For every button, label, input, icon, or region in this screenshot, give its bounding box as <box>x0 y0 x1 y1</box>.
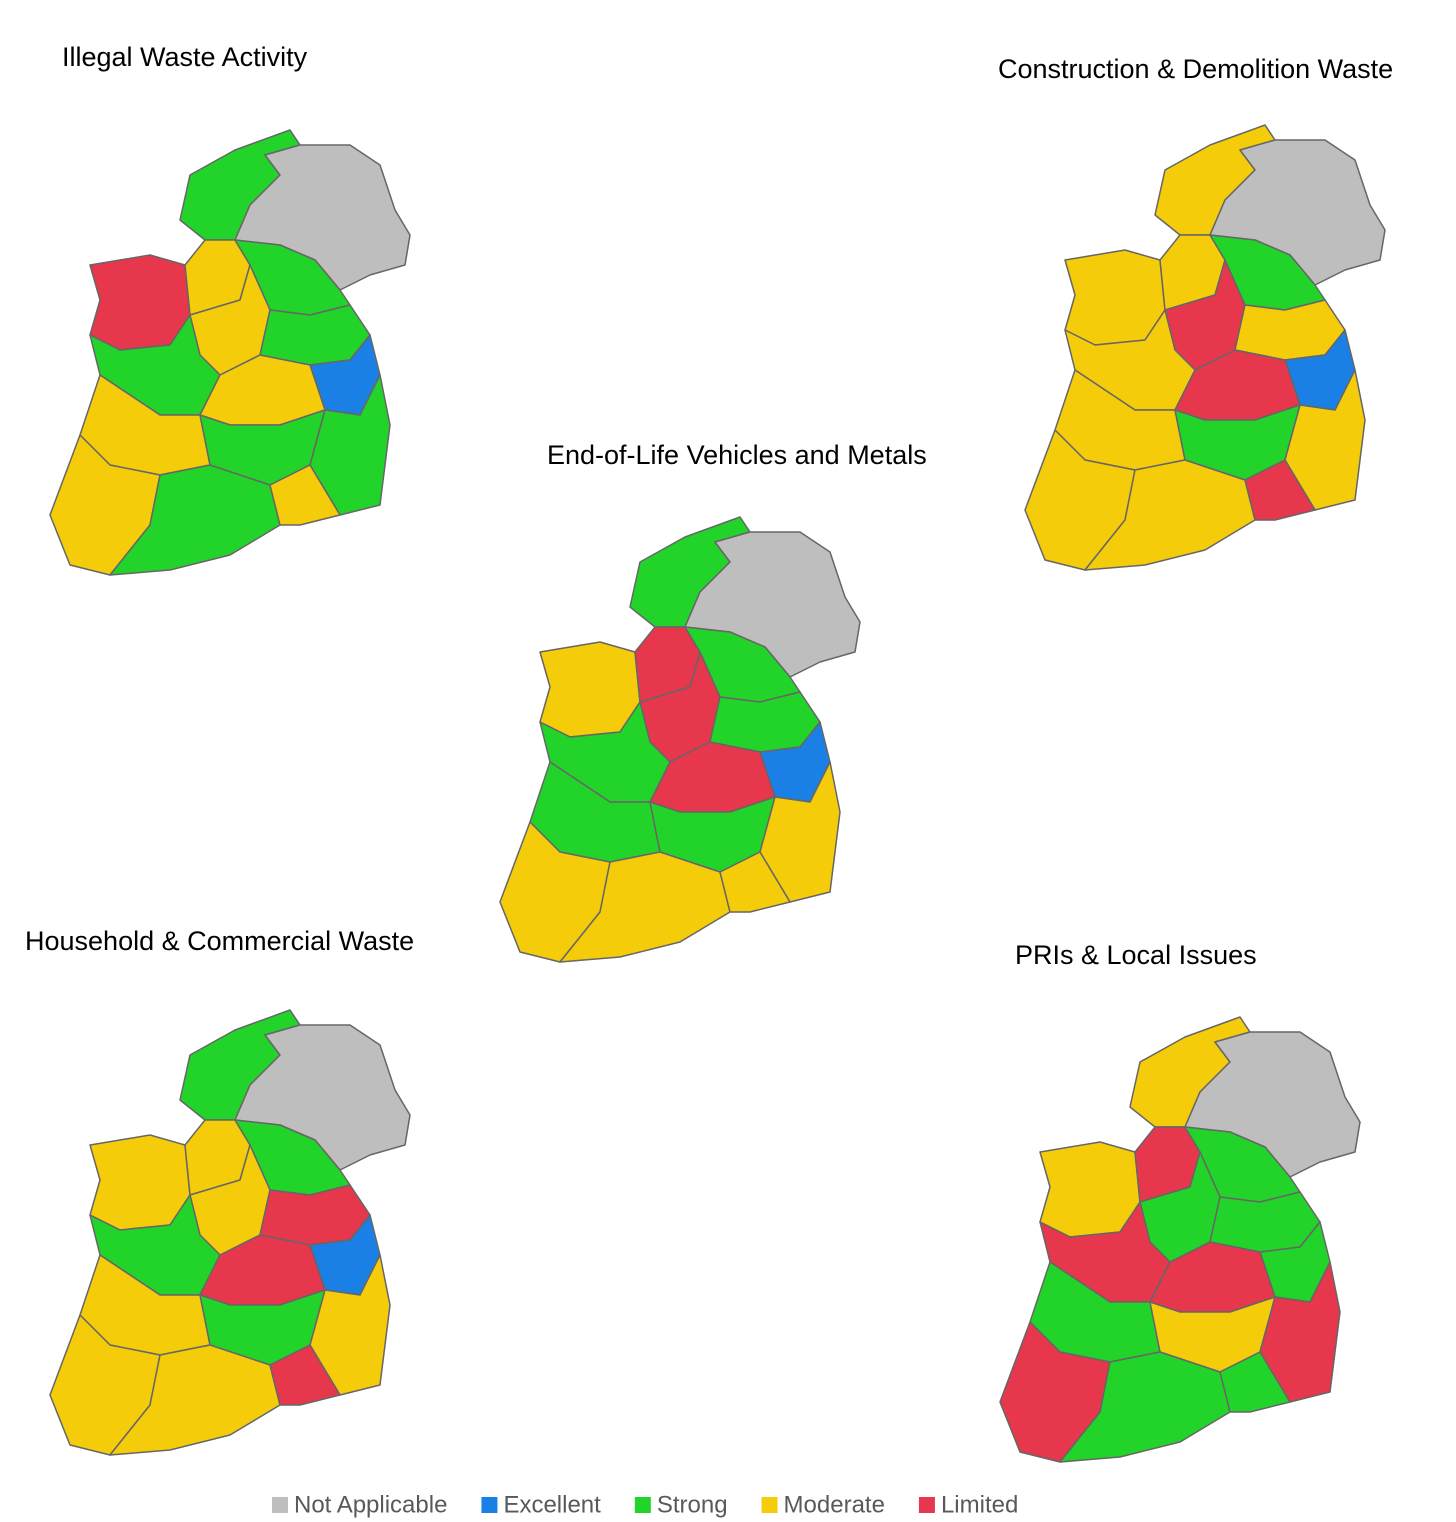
region <box>234 1024 411 1171</box>
region <box>719 851 791 913</box>
map-title: End-of-Life Vehicles and Metals <box>547 440 927 470</box>
map <box>49 1009 411 1456</box>
region <box>309 374 391 516</box>
map-title: PRIs & Local Issues <box>1015 940 1257 970</box>
map <box>49 129 411 576</box>
legend-label: Excellent <box>503 1491 601 1518</box>
region <box>89 1134 191 1231</box>
region <box>109 464 281 576</box>
region <box>1244 459 1316 521</box>
region <box>1284 369 1366 511</box>
region <box>89 254 191 351</box>
region <box>1259 1261 1341 1403</box>
region <box>1184 1031 1361 1178</box>
map <box>499 516 861 963</box>
map <box>1024 124 1386 571</box>
map-title: Household & Commercial Waste <box>25 926 414 956</box>
region <box>309 1254 391 1396</box>
region <box>1209 139 1386 286</box>
legend-swatch <box>634 1497 651 1513</box>
legend-swatch <box>761 1497 778 1513</box>
region <box>1059 1351 1231 1463</box>
legend: Not Applicable Excellent Strong Moderate Lim… <box>272 1491 1018 1518</box>
region <box>1064 249 1166 346</box>
legend-label: Limited <box>941 1491 1018 1518</box>
region <box>1084 459 1256 571</box>
region <box>234 144 411 291</box>
maps <box>49 124 1386 1463</box>
legend-swatch <box>918 1497 935 1513</box>
map-title: Illegal Waste Activity <box>62 42 308 72</box>
region <box>269 464 341 526</box>
region <box>759 761 841 903</box>
region <box>539 641 641 738</box>
map <box>999 1016 1361 1463</box>
legend-label: Moderate <box>784 1491 885 1518</box>
region <box>1039 1141 1141 1238</box>
legend-label: Not Applicable <box>294 1491 447 1518</box>
legend-label: Strong <box>657 1491 728 1518</box>
region <box>1219 1351 1291 1413</box>
legend-swatch <box>272 1497 288 1513</box>
map-title: Construction & Demolition Waste <box>998 54 1393 84</box>
region <box>109 1344 281 1456</box>
legend-swatch <box>481 1497 498 1513</box>
region <box>684 531 861 678</box>
region <box>559 851 731 963</box>
region <box>269 1344 341 1406</box>
